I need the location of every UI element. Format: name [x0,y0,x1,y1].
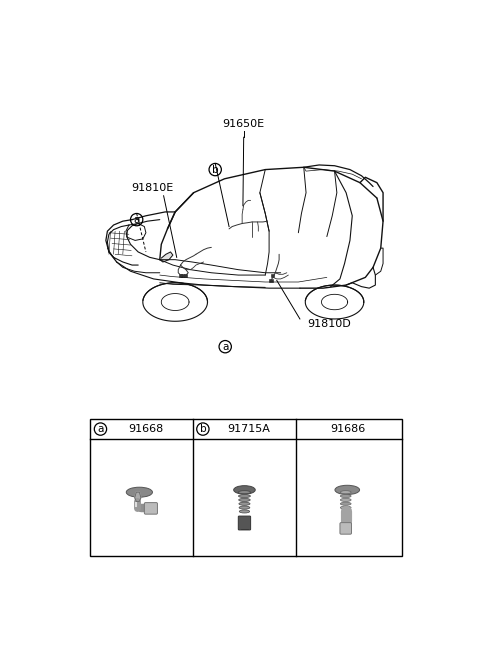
Text: a: a [133,215,140,224]
FancyBboxPatch shape [144,502,157,514]
Ellipse shape [126,487,153,497]
Text: 91810D: 91810D [308,319,351,329]
Bar [181,274,184,277]
Ellipse shape [340,495,351,498]
Text: b: b [212,165,218,174]
FancyBboxPatch shape [238,516,251,530]
Ellipse shape [239,502,250,505]
Bar [269,279,273,282]
Ellipse shape [340,491,351,494]
Ellipse shape [239,495,251,498]
Text: 91715A: 91715A [228,424,271,434]
Polygon shape [135,492,141,501]
Ellipse shape [238,491,251,494]
Ellipse shape [239,499,250,501]
Ellipse shape [239,510,250,513]
Polygon shape [161,252,173,262]
Bar [179,274,182,277]
Ellipse shape [239,506,250,509]
Bar [90,419,402,556]
Ellipse shape [234,485,255,494]
FancyBboxPatch shape [340,523,351,534]
Text: 91686: 91686 [330,424,366,434]
Text: 91810E: 91810E [131,182,173,193]
Ellipse shape [340,499,351,501]
Ellipse shape [340,502,351,505]
Text: 91650E: 91650E [223,119,265,129]
Bar [184,274,188,277]
Ellipse shape [335,485,360,495]
Text: 91668: 91668 [129,424,164,434]
Text: b: b [200,424,206,434]
Text: a: a [97,424,104,434]
Text: a: a [222,342,228,352]
Bar [271,274,275,277]
Ellipse shape [340,506,351,509]
